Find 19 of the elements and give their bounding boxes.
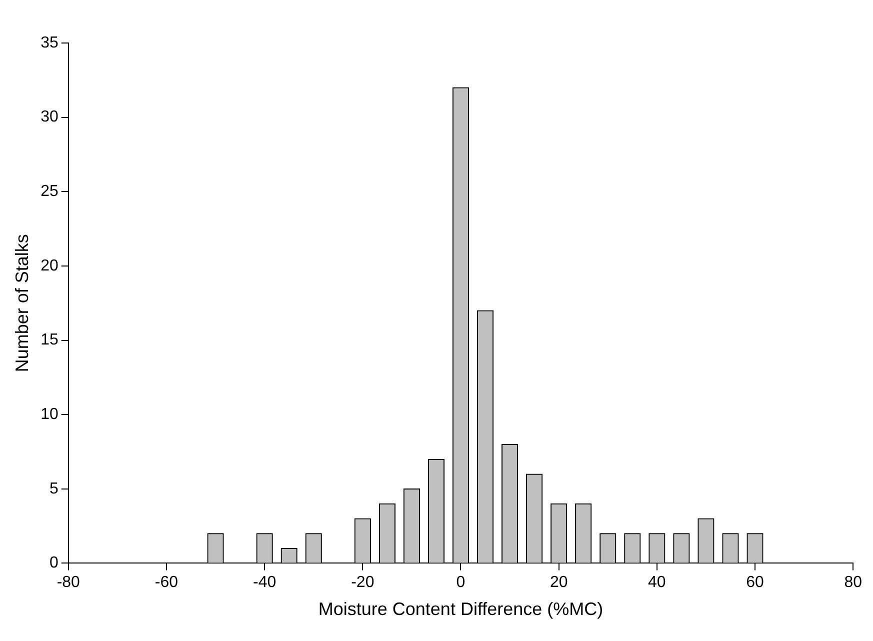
x-tick-label: 0 xyxy=(456,574,466,592)
x-tick-label: -20 xyxy=(351,574,374,592)
x-tick-label: 40 xyxy=(648,574,666,592)
x-axis-title: Moisture Content Difference (%MC) xyxy=(318,599,604,620)
y-tick-label: 30 xyxy=(40,108,58,126)
x-tick-label: -40 xyxy=(253,574,276,592)
y-axis-title: Number of Stalks xyxy=(12,234,32,372)
x-tick-label: -80 xyxy=(56,574,80,592)
y-tick-label: 25 xyxy=(40,183,58,200)
x-tick-label: -60 xyxy=(154,574,178,592)
y-tick-label: 15 xyxy=(40,332,58,349)
y-tick-label: 35 xyxy=(40,34,58,52)
x-tick-label: 80 xyxy=(844,574,862,592)
y-tick-label: 20 xyxy=(40,257,58,274)
y-tick-label: 5 xyxy=(49,480,58,498)
x-tick-label: 20 xyxy=(550,574,568,592)
y-tick-label: 0 xyxy=(49,554,58,572)
x-tick-label: 60 xyxy=(746,574,764,592)
y-tick-label: 10 xyxy=(40,406,58,423)
